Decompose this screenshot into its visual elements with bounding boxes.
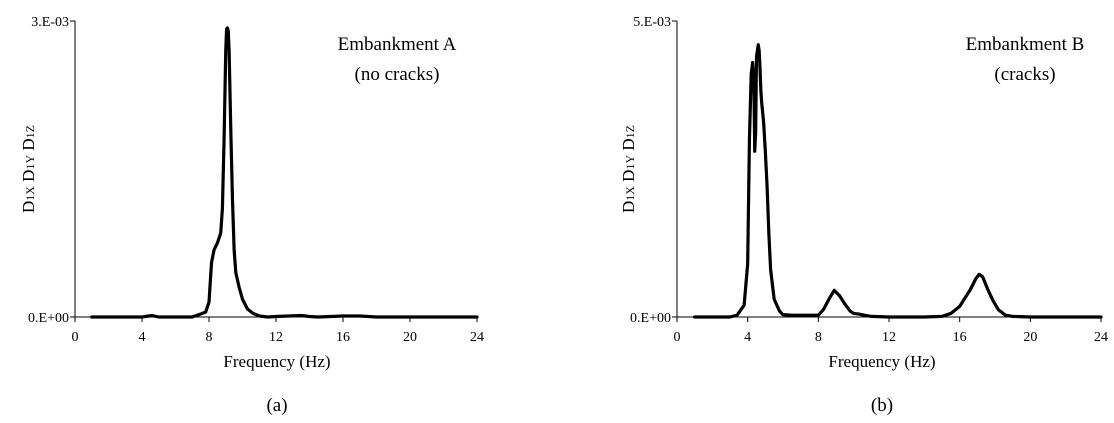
- chart-b-x-tick-label: 20: [1023, 330, 1037, 345]
- chart-b-panel-label: (b): [871, 395, 893, 416]
- chart-b-y-tick-label: 5.E-03: [633, 15, 671, 30]
- chart-a-x-tick-label: 24: [470, 330, 484, 345]
- chart-a-x-tick-label: 16: [336, 330, 350, 345]
- chart-a-x-tick-label: 4: [139, 330, 146, 345]
- chart-a-y-axis-title-text: D1X D1Y D1Z: [19, 125, 38, 213]
- chart-a-y-tick-label: 3.E-03: [31, 15, 69, 30]
- chart-b-x-tick-label: 12: [882, 330, 896, 345]
- chart-b-x-tick-label: 16: [953, 330, 967, 345]
- chart-a-y-axis-title: D1X D1Y D1Z: [19, 125, 38, 213]
- chart-b-x-axis-title: Frequency (Hz): [828, 352, 935, 371]
- chart-b-x-tick-label: 0: [674, 330, 681, 345]
- chart-b-annotation-line-2: (cracks): [994, 64, 1055, 85]
- chart-a-x-axis-title: Frequency (Hz): [223, 352, 330, 371]
- chart-b-x-tick-label: 4: [744, 330, 751, 345]
- chart-b-series-line: [693, 43, 1103, 319]
- chart-a-x-tick-label: 12: [269, 330, 283, 345]
- chart-a-x-tick-label: 8: [206, 330, 213, 345]
- chart-a-svg: D1X D1Y D1Z Embankment A (no cracks) Fre…: [19, 15, 484, 416]
- chart-b-x-tick-label: 8: [815, 330, 822, 345]
- chart-b-x-tick-label: 24: [1094, 330, 1108, 345]
- chart-b-y-axis-title: D1X D1Y D1Z: [619, 125, 638, 213]
- chart-a-annotation-line-2: (no cracks): [355, 64, 440, 85]
- chart-panel-a: D1X D1Y D1Z Embankment A (no cracks) Fre…: [19, 15, 484, 416]
- chart-b-y-axis-title-text: D1X D1Y D1Z: [619, 125, 638, 213]
- chart-a-y-tick-label: 0.E+00: [28, 311, 69, 326]
- chart-b-annotation-line-1: Embankment B: [966, 34, 1085, 55]
- chart-a-panel-label: (a): [266, 395, 287, 416]
- chart-b-svg: D1X D1Y D1Z Embankment B (cracks) Freque…: [619, 15, 1108, 416]
- chart-a-x-tick-label: 20: [403, 330, 417, 345]
- chart-a-annotation-line-1: Embankment A: [338, 34, 457, 55]
- chart-a-x-tick-label: 0: [72, 330, 79, 345]
- chart-panel-b: D1X D1Y D1Z Embankment B (cracks) Freque…: [557, 0, 1114, 423]
- chart-a-series-line: [90, 26, 479, 319]
- chart-b-y-tick-label: 0.E+00: [630, 311, 671, 326]
